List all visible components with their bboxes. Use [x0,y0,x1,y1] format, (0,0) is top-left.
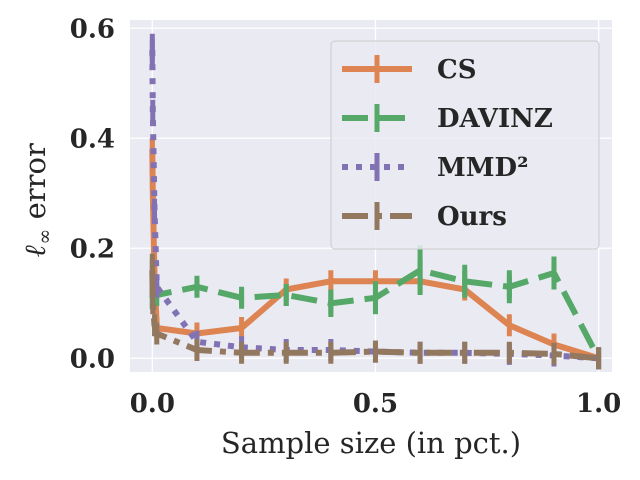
legend-item-cs: CS [342,55,476,85]
y-tick-label: 0.0 [70,344,115,374]
x-axis-label: Sample size (in pct.) [221,426,521,460]
y-axis-label-space [18,219,52,228]
x-tick-label: 0.0 [130,389,175,419]
y-axis-ticks: 0.0 0.2 0.4 0.6 [70,14,115,374]
legend-label: CS [437,55,476,85]
series-layer [149,33,602,370]
legend: CS DAVINZ MMD² Ours [330,40,600,250]
y-tick-label: 0.4 [70,124,115,154]
legend-box [330,40,600,250]
legend-label: Ours [437,202,507,232]
legend-item-davinz: DAVINZ [342,104,553,134]
legend-item-mmd: MMD² [342,153,529,183]
legend-label: MMD² [437,153,529,183]
x-tick-label: 1.0 [576,389,621,419]
y-axis-label-subscript: ∞ [34,229,56,245]
legend-item-ours: Ours [342,202,507,232]
y-axis-label: ℓ∞ error [18,143,56,257]
x-tick-label: 0.5 [353,389,398,419]
series-line [149,50,599,362]
legend-label: DAVINZ [437,104,553,134]
y-tick-label: 0.2 [70,234,115,264]
series-ours [149,253,602,370]
y-axis-label-text: error [18,143,52,219]
x-axis-ticks: 0.0 0.5 1.0 [130,389,622,419]
y-axis-label-symbol: ℓ [18,244,52,256]
y-tick-label: 0.6 [70,14,115,44]
